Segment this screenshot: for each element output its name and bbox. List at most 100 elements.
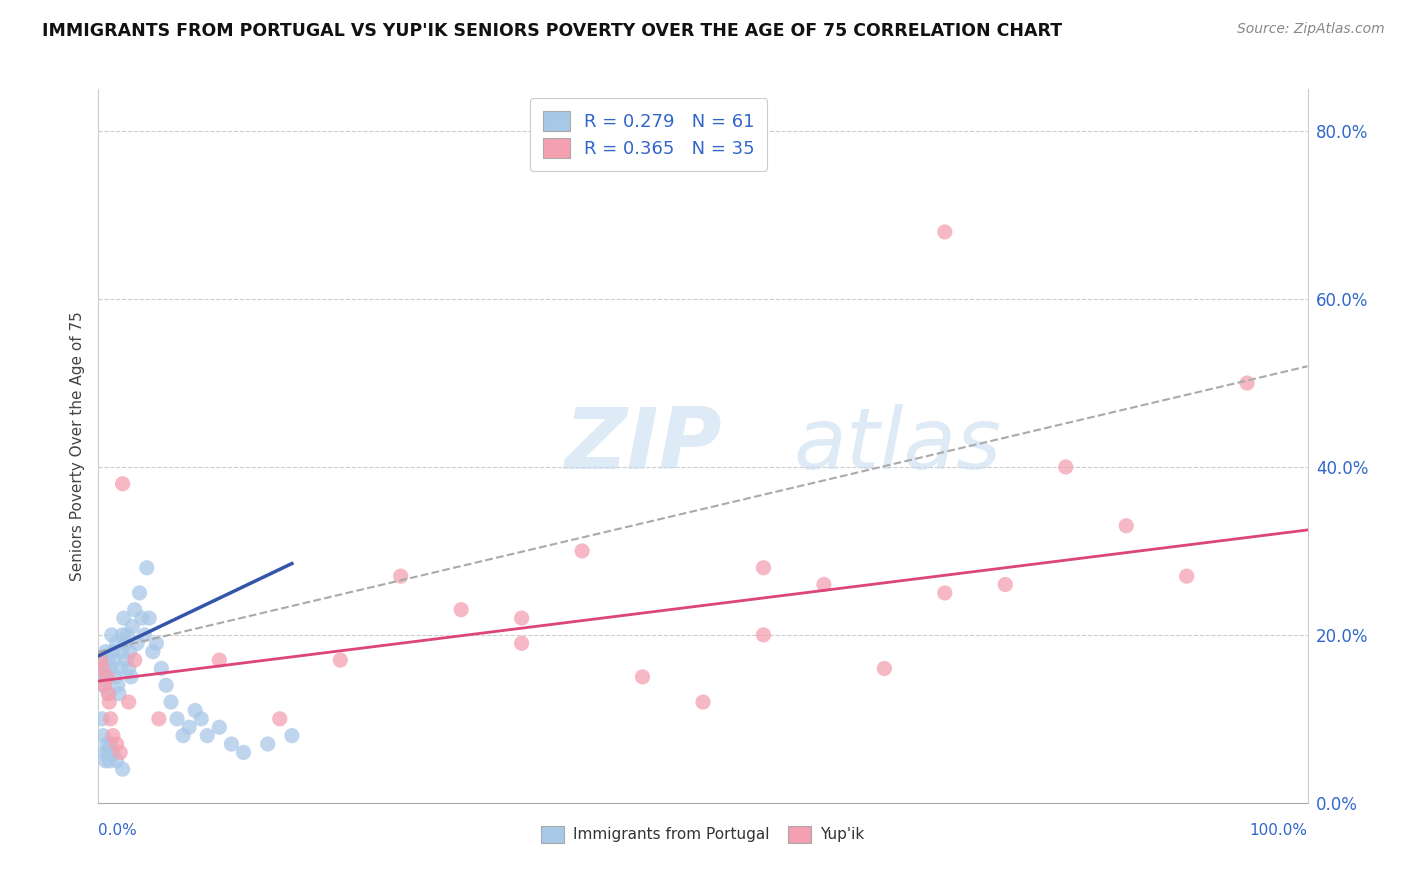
- Point: [571, 544, 593, 558]
- Point: [105, 754, 128, 768]
- Point: [91, 670, 114, 684]
- Point: [100, 712, 122, 726]
- Point: [100, 628, 122, 642]
- Point: [108, 661, 131, 675]
- Point: [172, 729, 194, 743]
- Point: [108, 746, 131, 760]
- Point: [114, 636, 136, 650]
- Point: [117, 628, 139, 642]
- Point: [208, 720, 231, 734]
- Point: [111, 762, 134, 776]
- Point: [96, 737, 118, 751]
- Point: [93, 661, 115, 675]
- Point: [631, 670, 654, 684]
- Point: [91, 729, 114, 743]
- Point: [101, 729, 124, 743]
- Point: [1054, 460, 1077, 475]
- Point: [111, 476, 134, 491]
- Point: [93, 746, 115, 760]
- Point: [91, 661, 114, 675]
- Point: [98, 695, 121, 709]
- Point: [208, 653, 231, 667]
- Point: [131, 611, 153, 625]
- Point: [110, 645, 132, 659]
- Point: [101, 645, 124, 659]
- Text: 100.0%: 100.0%: [1250, 823, 1308, 838]
- Point: [873, 661, 896, 675]
- Point: [1115, 518, 1137, 533]
- Text: ZIP: ZIP: [564, 404, 721, 488]
- Point: [1175, 569, 1198, 583]
- Point: [145, 636, 167, 650]
- Point: [160, 695, 183, 709]
- Point: [155, 678, 177, 692]
- Point: [108, 687, 131, 701]
- Point: [124, 653, 146, 667]
- Point: [184, 703, 207, 717]
- Point: [934, 586, 956, 600]
- Point: [127, 636, 149, 650]
- Point: [94, 754, 117, 768]
- Point: [190, 712, 212, 726]
- Point: [450, 603, 472, 617]
- Point: [103, 653, 125, 667]
- Point: [112, 611, 135, 625]
- Point: [91, 678, 114, 692]
- Point: [148, 712, 170, 726]
- Point: [90, 653, 112, 667]
- Point: [692, 695, 714, 709]
- Point: [134, 628, 156, 642]
- Point: [934, 225, 956, 239]
- Point: [97, 687, 120, 701]
- Point: [111, 628, 134, 642]
- Text: 0.0%: 0.0%: [98, 823, 138, 838]
- Point: [138, 611, 160, 625]
- Point: [281, 729, 304, 743]
- Point: [107, 678, 129, 692]
- Point: [389, 569, 412, 583]
- Point: [256, 737, 278, 751]
- Point: [179, 720, 201, 734]
- Point: [98, 687, 121, 701]
- Point: [221, 737, 243, 751]
- Point: [166, 712, 188, 726]
- Legend: Immigrants from Portugal, Yup'ik: Immigrants from Portugal, Yup'ik: [536, 820, 870, 848]
- Point: [100, 661, 122, 675]
- Text: atlas: atlas: [793, 404, 1001, 488]
- Point: [101, 746, 124, 760]
- Point: [752, 560, 775, 574]
- Point: [195, 729, 218, 743]
- Point: [128, 586, 150, 600]
- Point: [510, 636, 533, 650]
- Point: [142, 645, 165, 659]
- Point: [1236, 376, 1258, 390]
- Point: [118, 645, 141, 659]
- Point: [994, 577, 1017, 591]
- Point: [94, 645, 117, 659]
- Point: [96, 670, 118, 684]
- Point: [118, 661, 141, 675]
- Point: [97, 653, 120, 667]
- Point: [96, 670, 118, 684]
- Point: [100, 737, 122, 751]
- Point: [105, 737, 128, 751]
- Point: [97, 746, 120, 760]
- Point: [813, 577, 835, 591]
- Point: [120, 670, 142, 684]
- Point: [90, 653, 112, 667]
- Text: Source: ZipAtlas.com: Source: ZipAtlas.com: [1237, 22, 1385, 37]
- Point: [752, 628, 775, 642]
- Point: [105, 636, 128, 650]
- Point: [91, 712, 114, 726]
- Point: [93, 678, 115, 692]
- Point: [329, 653, 352, 667]
- Y-axis label: Seniors Poverty Over the Age of 75: Seniors Poverty Over the Age of 75: [69, 311, 84, 581]
- Point: [98, 754, 121, 768]
- Point: [150, 661, 173, 675]
- Point: [118, 695, 141, 709]
- Point: [135, 560, 157, 574]
- Point: [115, 653, 138, 667]
- Text: IMMIGRANTS FROM PORTUGAL VS YUP'IK SENIORS POVERTY OVER THE AGE OF 75 CORRELATIO: IMMIGRANTS FROM PORTUGAL VS YUP'IK SENIO…: [42, 22, 1063, 40]
- Point: [104, 670, 127, 684]
- Point: [232, 746, 254, 760]
